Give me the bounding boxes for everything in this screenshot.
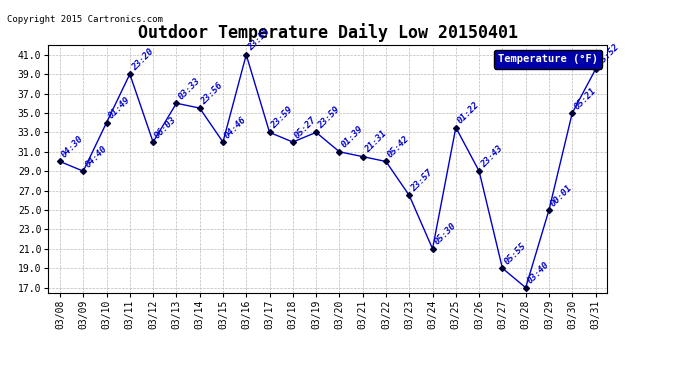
Text: 23:57: 23:57 [409, 168, 435, 194]
Text: 23:59: 23:59 [316, 105, 342, 130]
Text: 03:33: 03:33 [177, 76, 201, 101]
Text: 05:21: 05:21 [572, 86, 598, 111]
Text: 06:03: 06:03 [153, 115, 179, 140]
Text: 05:55: 05:55 [502, 241, 528, 266]
Text: 23:20: 23:20 [130, 47, 155, 72]
Text: 04:30: 04:30 [60, 134, 86, 159]
Text: 23:55: 23:55 [246, 27, 272, 53]
Text: 01:22: 01:22 [456, 100, 481, 126]
Text: 01:49: 01:49 [106, 95, 132, 121]
Text: 05:42: 05:42 [386, 134, 411, 159]
Text: 23:43: 23:43 [479, 144, 504, 169]
Title: Outdoor Temperature Daily Low 20150401: Outdoor Temperature Daily Low 20150401 [138, 23, 518, 42]
Text: 05:30: 05:30 [433, 222, 458, 247]
Text: 00:01: 00:01 [549, 183, 574, 208]
Text: 04:46: 04:46 [223, 115, 248, 140]
Text: Copyright 2015 Cartronics.com: Copyright 2015 Cartronics.com [7, 15, 163, 24]
Text: 03:40: 03:40 [526, 260, 551, 286]
Text: 23:59: 23:59 [270, 105, 295, 130]
Text: 05:52: 05:52 [595, 42, 621, 68]
Legend: Temperature (°F): Temperature (°F) [493, 50, 602, 69]
Text: 23:56: 23:56 [199, 81, 225, 106]
Text: 21:31: 21:31 [363, 129, 388, 154]
Text: 05:27: 05:27 [293, 115, 318, 140]
Text: 04:40: 04:40 [83, 144, 108, 169]
Text: 01:39: 01:39 [339, 124, 365, 150]
